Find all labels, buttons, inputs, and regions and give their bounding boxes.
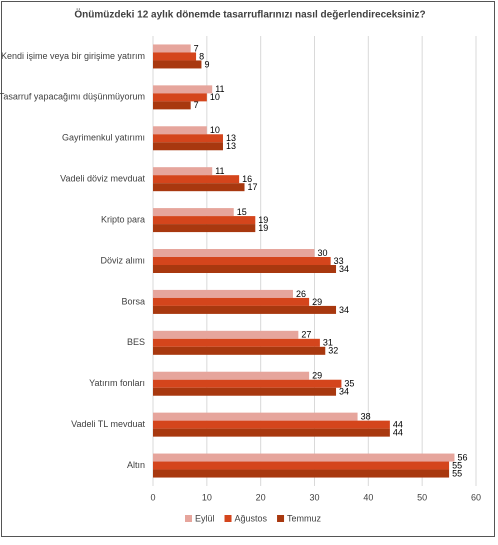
- data-label: 34: [339, 305, 349, 315]
- y-tick-label: Vadeli döviz mevduat: [60, 174, 145, 184]
- data-label: 26: [296, 289, 306, 299]
- bar: [153, 257, 331, 265]
- legend-swatch: [277, 515, 285, 522]
- legend-swatch: [224, 515, 232, 522]
- bar: [153, 216, 256, 225]
- y-tick-label: Tasarruf yapacağımı düşünmüyorum: [0, 92, 145, 102]
- bar: [153, 428, 390, 437]
- bar: [153, 52, 197, 61]
- bar: [153, 297, 310, 306]
- bar: [153, 387, 337, 396]
- data-label: 7: [194, 100, 199, 110]
- bar: [153, 461, 450, 470]
- data-label: 29: [312, 371, 322, 381]
- data-label: 32: [328, 346, 338, 356]
- data-label: 19: [258, 215, 268, 225]
- data-label: 10: [210, 92, 220, 102]
- y-tick-label: Vadeli TL mevduat: [71, 419, 145, 429]
- bar: [153, 412, 358, 421]
- data-label: 13: [226, 133, 236, 143]
- x-tick-label: 20: [256, 492, 266, 502]
- data-label: 27: [301, 330, 311, 340]
- bar: [153, 249, 315, 257]
- legend-label: Temmuz: [287, 513, 322, 523]
- data-label: 55: [452, 468, 462, 478]
- data-label: 9: [204, 59, 209, 69]
- data-label: 15: [237, 207, 247, 217]
- bar: [153, 338, 320, 347]
- data-label: 30: [318, 248, 328, 258]
- y-tick-label: Gayrimenkul yatırımı: [62, 133, 145, 143]
- data-label: 17: [248, 182, 258, 192]
- data-label: 16: [242, 174, 252, 184]
- bar: [153, 330, 299, 339]
- data-label: 8: [199, 51, 204, 61]
- data-label: 44: [393, 428, 403, 438]
- bar: [153, 224, 256, 233]
- bar: [153, 175, 240, 184]
- y-tick-label: Borsa: [121, 296, 145, 306]
- bar: [153, 134, 223, 143]
- y-tick-label: Yatırım fonları: [89, 378, 145, 388]
- bar: [153, 60, 202, 69]
- bar: [153, 183, 245, 192]
- data-label: 11: [215, 84, 224, 94]
- data-label: 10: [210, 125, 220, 135]
- bar: [153, 93, 207, 102]
- data-label: 29: [312, 297, 322, 307]
- bar: [153, 167, 213, 176]
- x-tick-label: 50: [417, 492, 427, 502]
- x-tick-label: 10: [202, 492, 212, 502]
- bar: [153, 289, 293, 298]
- bar: [153, 44, 191, 53]
- bar: [153, 379, 342, 388]
- x-tick-label: 60: [471, 492, 481, 502]
- bar: [153, 208, 234, 217]
- data-label: 11: [215, 166, 224, 176]
- bar: [153, 371, 310, 380]
- bar: [153, 126, 207, 135]
- y-tick-label: BES: [127, 337, 145, 347]
- bar: [153, 305, 337, 314]
- y-tick-label: Döviz alımı: [100, 255, 145, 265]
- data-label: 13: [226, 141, 236, 151]
- data-label: 56: [457, 452, 467, 462]
- chart-title: Önümüzdeki 12 aylık dönemde tasarrufları…: [74, 8, 425, 21]
- bar: [153, 142, 223, 151]
- data-label: 7: [194, 43, 199, 53]
- bar: [153, 453, 455, 462]
- data-label: 44: [393, 420, 403, 430]
- data-label: 34: [339, 264, 349, 274]
- bar: [153, 420, 390, 429]
- bar: [153, 101, 191, 110]
- x-tick-label: 40: [363, 492, 373, 502]
- data-label: 55: [452, 460, 462, 470]
- data-label: 38: [361, 412, 371, 422]
- legend-label: Ağustos: [235, 513, 268, 523]
- x-tick-label: 30: [309, 492, 319, 502]
- legend-swatch: [185, 515, 192, 522]
- legend-label: Eylül: [195, 513, 215, 523]
- bar: [153, 85, 213, 94]
- data-label: 33: [334, 256, 344, 266]
- data-label: 34: [339, 387, 349, 397]
- bar: [153, 346, 326, 355]
- data-label: 35: [344, 379, 354, 389]
- y-tick-label: Kendi işime veya bir girişime yatırım: [1, 51, 145, 61]
- y-tick-label: Altın: [127, 460, 145, 470]
- data-label: 31: [323, 338, 333, 348]
- x-tick-label: 0: [150, 492, 155, 502]
- bar: [153, 469, 450, 478]
- data-label: 19: [258, 223, 268, 233]
- y-tick-label: Kripto para: [101, 214, 145, 224]
- bar: [153, 265, 337, 273]
